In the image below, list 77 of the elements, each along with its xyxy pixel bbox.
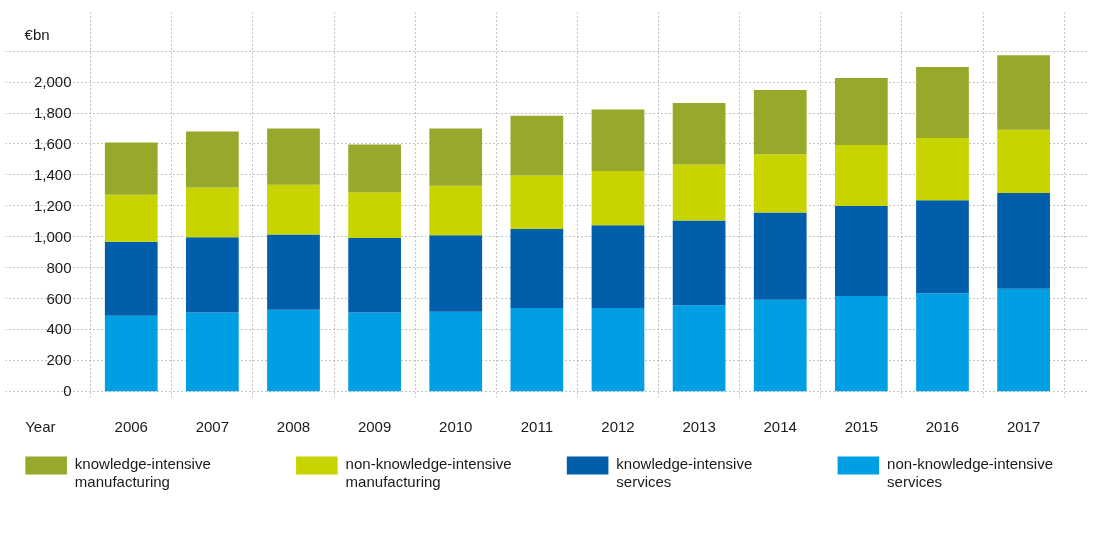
bar [348,192,401,239]
y-tick-label: 1,400 [34,165,72,183]
x-tick-label: 2015 [844,417,879,435]
x-tick-label: 2016 [925,417,960,435]
bar [510,175,564,229]
bar [510,307,564,392]
bar [916,67,969,138]
bar [916,200,969,294]
bar [997,288,1050,392]
y-tick-label: 2,000 [34,73,72,91]
bar [997,193,1050,289]
bar [186,131,239,188]
x-axis-title: Year [25,417,56,435]
x-tick-label: 2007 [195,417,230,435]
bar [186,237,239,313]
bar [429,311,483,392]
x-tick-label: 2008 [276,417,311,435]
legend-label: non-knowledge-intensive services [887,454,1054,491]
bar [510,115,564,176]
y-tick-label: 1,200 [34,196,72,214]
x-tick-label: 2006 [114,417,148,435]
y-tick-label: 600 [46,289,72,307]
y-tick-label: 0 [63,382,72,400]
bar [348,312,401,392]
bar [429,128,483,186]
bar [104,241,158,316]
legend-label: knowledge-intensive manufacturing [74,454,211,491]
x-tick-label: 2014 [763,417,797,435]
bar [348,238,401,313]
x-tick-label: 2013 [682,417,716,435]
bar [591,170,645,226]
bar [348,144,401,193]
bar [834,205,888,297]
bar [834,296,888,392]
bar [753,90,807,155]
bar [104,194,158,242]
bar [834,145,888,206]
bar [672,102,726,165]
bar [916,137,969,201]
bar [591,109,645,171]
bar [591,225,645,308]
y-tick-label: 1,000 [34,227,72,245]
bar [672,305,726,392]
bar [267,184,320,235]
x-tick-label: 2010 [439,417,473,435]
bar [186,312,239,392]
bar [997,129,1050,194]
x-tick-label: 2012 [601,417,635,435]
bar [186,187,239,238]
bar [834,78,888,146]
bar [753,299,807,392]
bar [267,309,320,392]
bar [104,142,158,195]
x-tick-label: 2009 [357,417,392,435]
y-tick-label: 800 [46,258,72,276]
bar [429,235,483,312]
bar [916,293,969,392]
y-tick-label: 1,600 [34,134,72,152]
y-tick-label: 400 [46,320,72,338]
y-tick-label: 1,800 [34,104,72,121]
bar [672,220,726,306]
bar [510,228,564,308]
legend-label: non-knowledge-intensive manufacturing [345,454,512,491]
x-tick-label: 2011 [520,417,553,435]
bar [429,185,483,236]
y-tick-label: 200 [46,351,72,369]
bar [672,164,726,221]
bar [104,315,158,392]
bar [753,154,807,213]
bar [591,307,645,392]
y-axis-title: €bn [24,25,50,43]
bar [267,234,320,310]
bar [753,212,807,300]
bar [997,55,1050,130]
legend-label: knowledge-intensive services [616,454,753,491]
x-tick-label: 2017 [1006,417,1041,435]
bar [267,128,320,185]
